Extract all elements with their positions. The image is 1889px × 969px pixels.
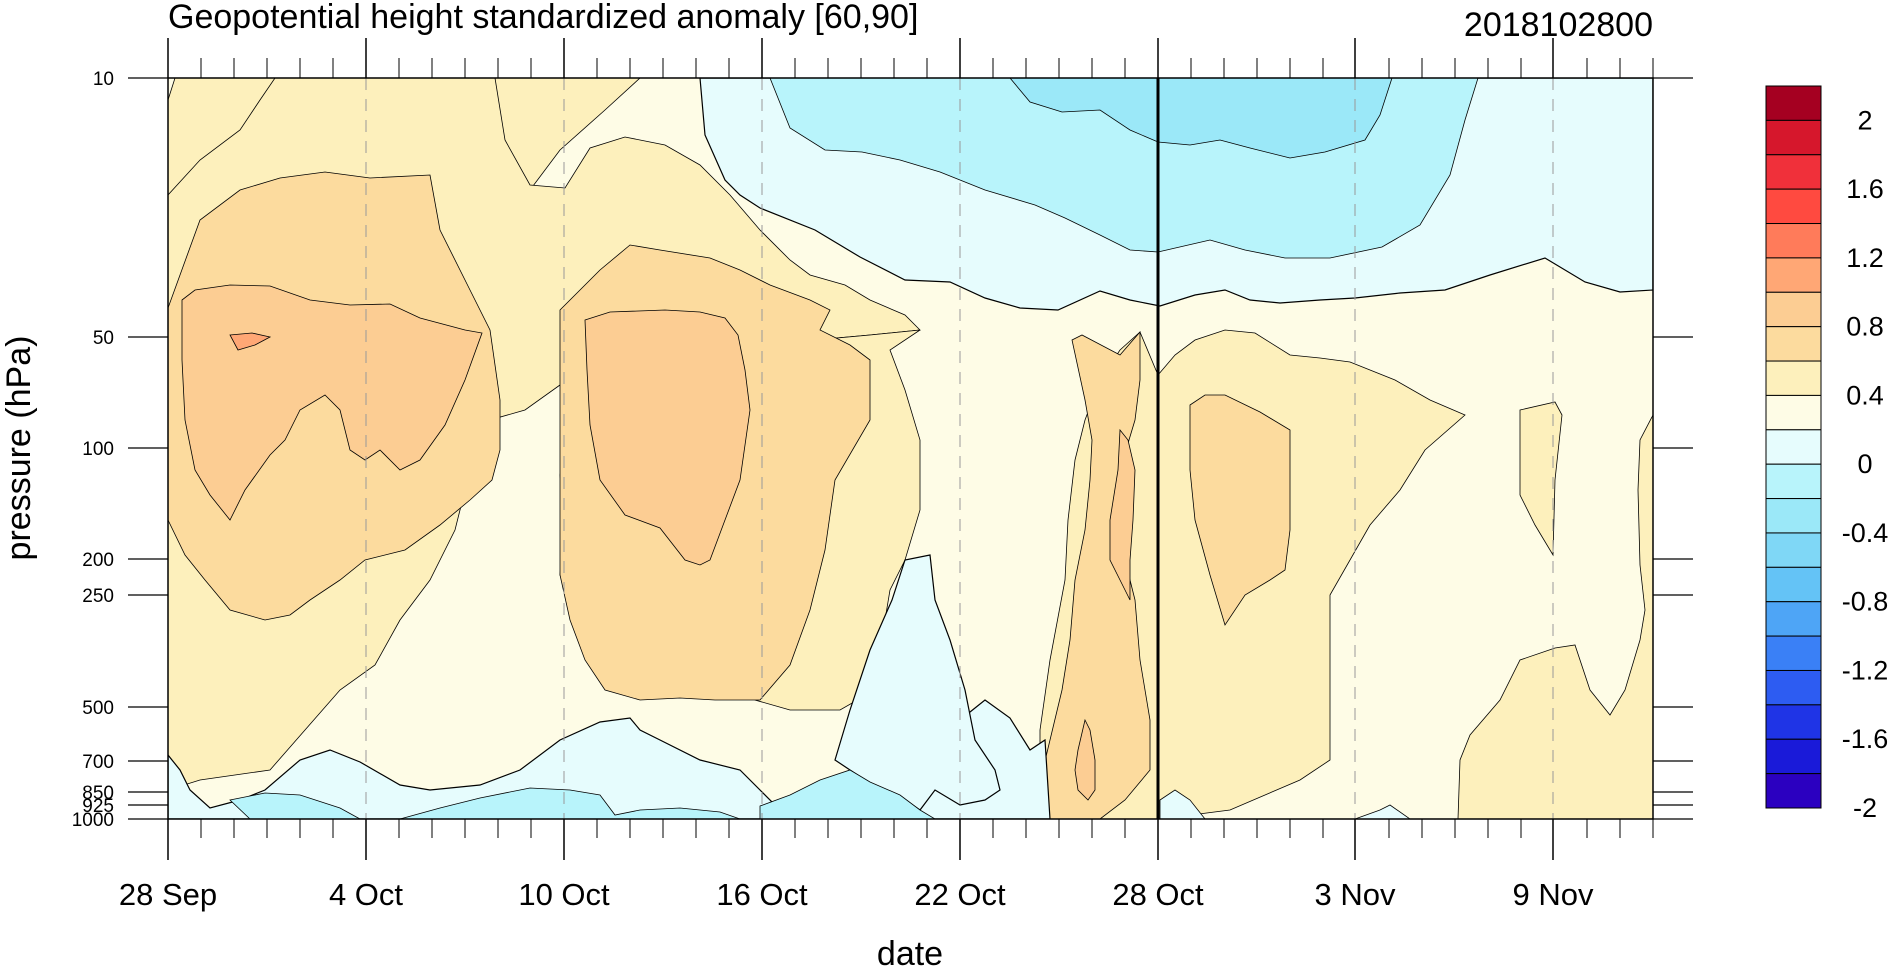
colorbar-box — [1765, 738, 1822, 775]
colorbar-label: 0.8 — [1846, 312, 1884, 342]
contour-neg-0-6-upper — [1009, 78, 1393, 159]
x-major-ticks — [167, 38, 1554, 860]
y-axis-title: pressure (hPa) — [0, 336, 38, 561]
y-tick-label: 700 — [82, 752, 114, 773]
colorbar-box — [1765, 773, 1822, 809]
colorbar-box — [1765, 635, 1822, 671]
y-ticks — [128, 77, 1693, 820]
x-tick-label: 3 Nov — [1315, 877, 1396, 912]
contour-neg-near-right — [1159, 789, 1411, 819]
y-tick-labels: 10 50 100 200 250 500 700 850 925 1000 — [72, 69, 114, 831]
colorbar-box — [1765, 326, 1822, 362]
x-tick-labels: 28 Sep 4 Oct 10 Oct 16 Oct 22 Oct 28 Oct… — [119, 877, 1594, 912]
y-tick-label: 500 — [82, 698, 114, 719]
colorbar-box — [1765, 188, 1822, 225]
colorbar-label: -0.8 — [1842, 587, 1889, 617]
colorbar — [1765, 85, 1822, 809]
colorbar-box — [1765, 566, 1822, 603]
x-tick-label: 28 Oct — [1112, 877, 1204, 912]
colorbar-label: -1.2 — [1842, 655, 1889, 685]
colorbar-box — [1765, 601, 1822, 637]
date-label: 2018102800 — [1464, 6, 1653, 44]
x-minor-ticks — [200, 58, 1654, 838]
contour-pos-0-6-center-right — [1019, 330, 1151, 819]
y-tick-label: 50 — [93, 328, 114, 349]
x-axis-title: date — [877, 935, 943, 969]
colorbar-box — [1765, 669, 1822, 706]
colorbar-box — [1765, 463, 1822, 500]
contour-neg-low-lower — [168, 699, 1051, 819]
x-tick-label: 9 Nov — [1513, 877, 1594, 912]
contour-pos-0-4-small — [1519, 401, 1563, 557]
colorbar-label: 0.4 — [1846, 380, 1884, 410]
x-tick-label: 4 Oct — [329, 877, 403, 912]
colorbar-label: -0.4 — [1842, 518, 1889, 548]
colorbar-labels: 2 1.6 1.2 0.8 0.4 0 -0.4 -0.8 -1.2 -1.6 -2 — [1842, 105, 1889, 823]
contour-pos-0-8-lower — [1074, 718, 1096, 801]
contour-pos-0-4-far-right — [1457, 414, 1653, 819]
x-gridlines — [365, 78, 1554, 819]
colorbar-box — [1765, 394, 1822, 431]
y-tick-label: 925 — [82, 796, 114, 817]
x-tick-label: 22 Oct — [914, 877, 1006, 912]
colorbar-box — [1765, 154, 1822, 190]
x-tick-label: 16 Oct — [716, 877, 808, 912]
colorbar-label: 1.2 — [1846, 243, 1884, 273]
colorbar-label: -2 — [1853, 793, 1877, 823]
colorbar-label: 2 — [1857, 105, 1872, 135]
colorbar-label: 0 — [1857, 449, 1872, 479]
y-tick-label: 10 — [93, 69, 114, 90]
contour-pos-0-8-center — [1109, 428, 1136, 601]
colorbar-box — [1765, 257, 1822, 293]
y-tick-label: 850 — [82, 783, 114, 804]
y-tick-label: 1000 — [72, 810, 114, 831]
colorbar-box — [1765, 119, 1822, 156]
x-tick-label: 28 Sep — [119, 877, 217, 912]
y-tick-label: 100 — [82, 439, 114, 460]
colorbar-label: 1.6 — [1846, 174, 1884, 204]
x-tick-label: 10 Oct — [518, 877, 610, 912]
y-tick-label: 200 — [82, 550, 114, 571]
colorbar-box — [1765, 291, 1822, 328]
contour-field — [168, 78, 1653, 819]
colorbar-box — [1765, 223, 1822, 259]
colorbar-label: -1.6 — [1842, 724, 1889, 754]
chart-title: Geopotential height standardized anomaly… — [168, 0, 918, 36]
colorbar-box — [1765, 532, 1822, 568]
contour-pos-1-0-spot — [229, 332, 272, 351]
colorbar-box — [1765, 360, 1822, 396]
contour-neg-0-4-lower — [229, 769, 936, 819]
colorbar-box — [1765, 429, 1822, 465]
contour-pos-0-6-right — [1189, 394, 1291, 626]
colorbar-box — [1765, 498, 1822, 534]
colorbar-box — [1765, 704, 1822, 740]
contour-pos-0-8-mid — [584, 309, 751, 566]
colorbar-box — [1765, 85, 1822, 121]
y-tick-label: 250 — [82, 586, 114, 607]
